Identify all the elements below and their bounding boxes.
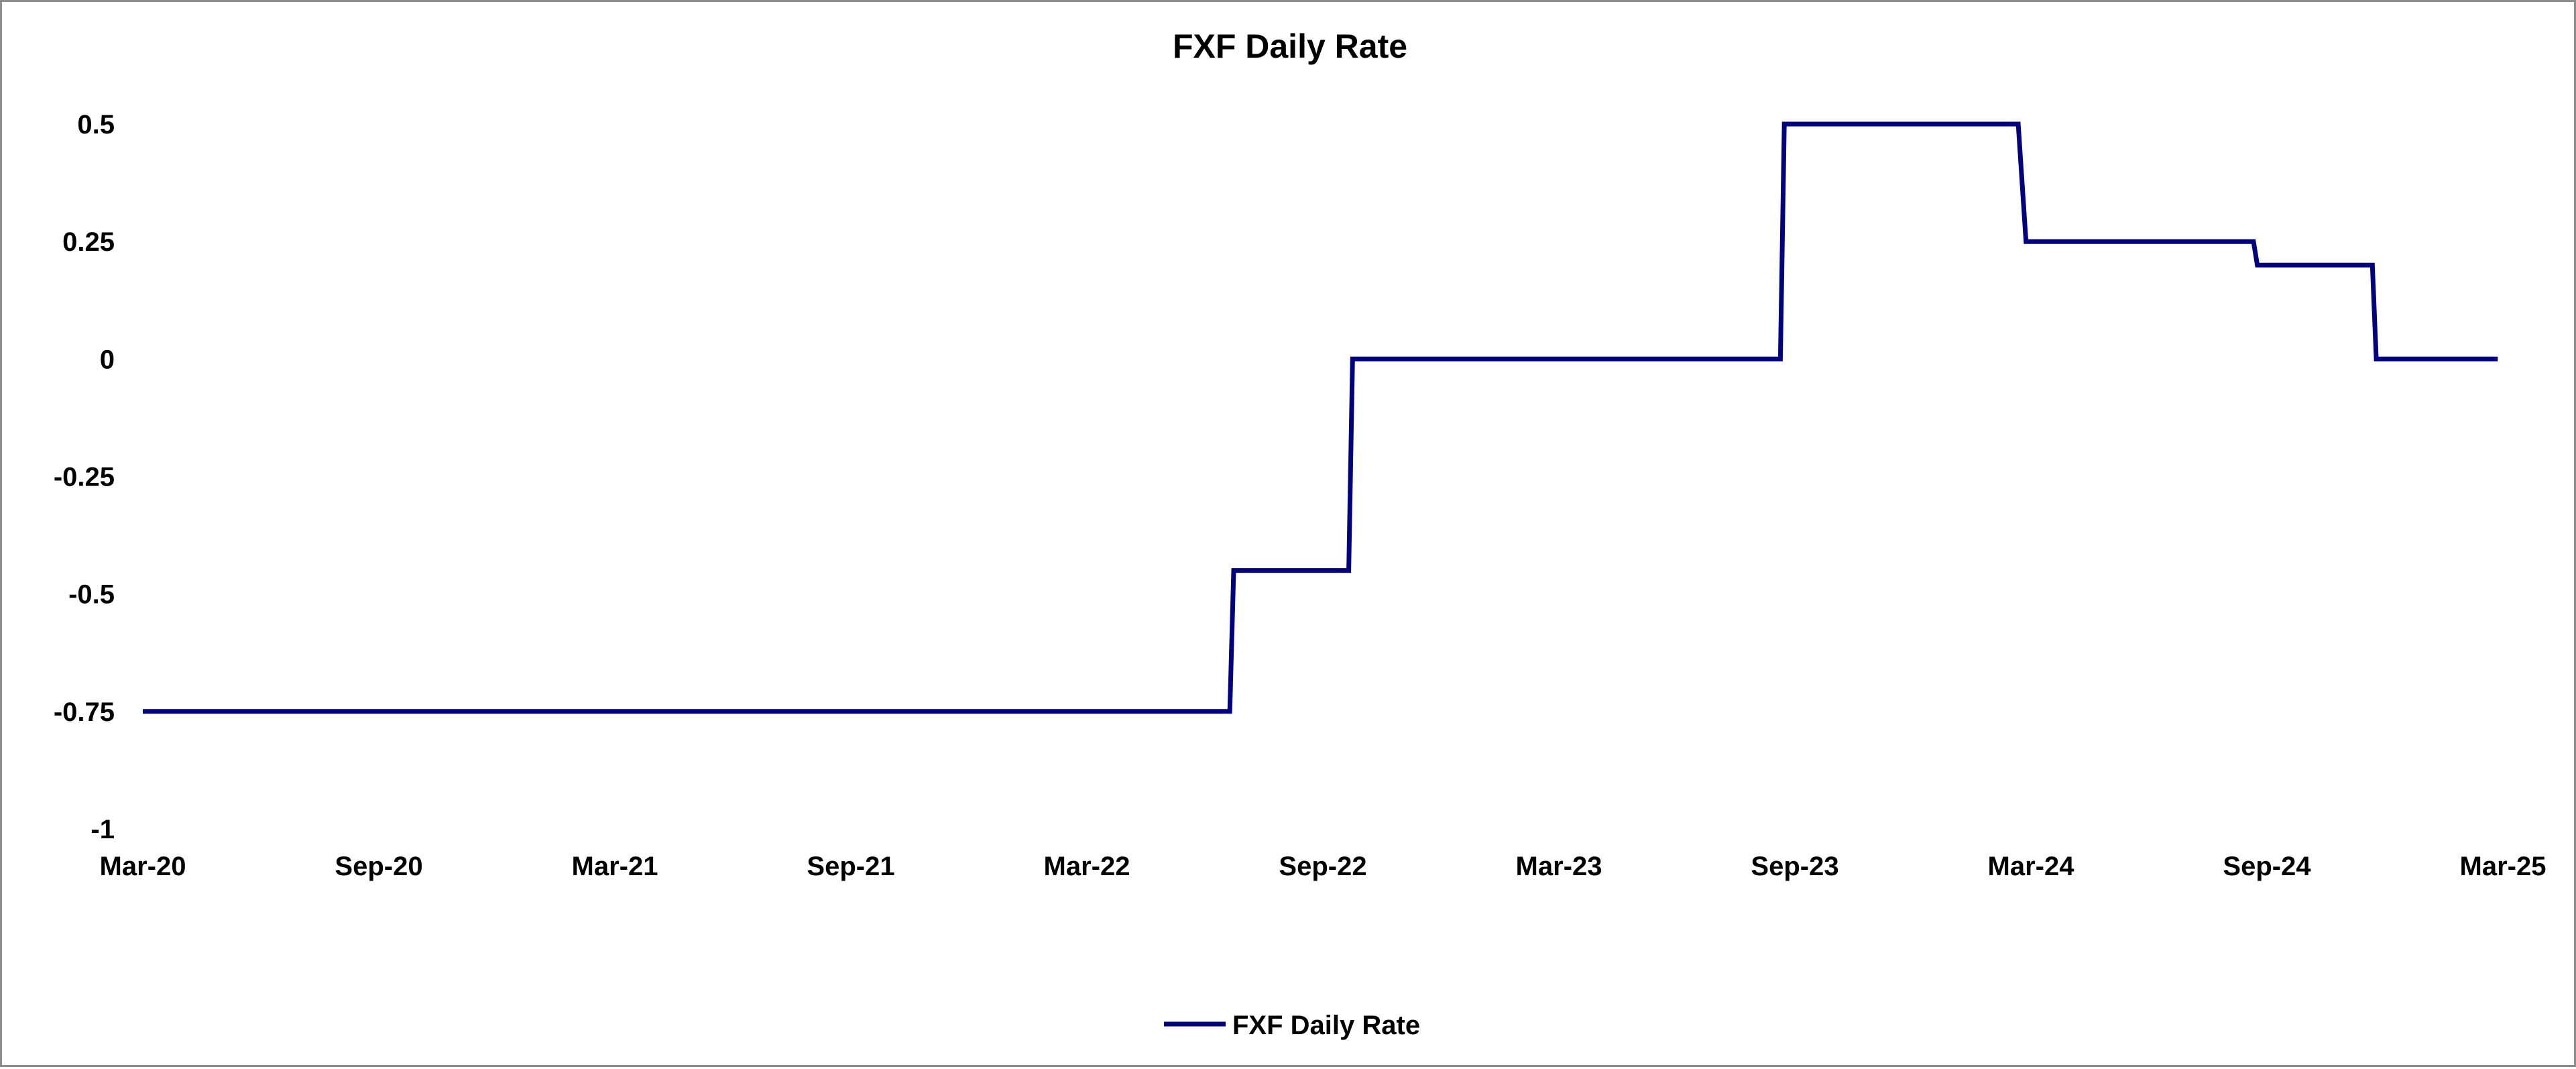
y-tick-label: 0.5: [77, 110, 115, 139]
y-tick-label: -0.5: [68, 580, 115, 610]
y-tick-label: -1: [91, 815, 115, 844]
x-tick-label: Sep-23: [1751, 852, 1838, 881]
legend-label-fxf-daily-rate: FXF Daily Rate: [1232, 1011, 1420, 1040]
series-line-fxf-daily-rate: [143, 121, 2498, 714]
chart-title: FXF Daily Rate: [1173, 27, 1407, 65]
x-axis-tick-labels: Mar-20 Sep-20 Mar-21 Sep-21 Mar-22 Sep-22 Mar-…: [100, 852, 2546, 881]
y-tick-label: 0: [100, 345, 115, 374]
x-tick-label: Sep-20: [335, 852, 422, 881]
x-tick-label: Sep-21: [807, 852, 894, 881]
x-tick-label: Sep-24: [2223, 852, 2311, 881]
x-tick-label: Mar-25: [2460, 852, 2546, 881]
x-tick-label: Mar-24: [1988, 852, 2075, 881]
x-tick-label: Mar-22: [1044, 852, 1130, 881]
y-tick-label: -0.25: [54, 463, 115, 492]
y-tick-label: -0.75: [54, 697, 115, 727]
x-tick-label: Mar-23: [1516, 852, 1602, 881]
x-tick-label: Mar-21: [572, 852, 658, 881]
x-tick-label: Mar-20: [100, 852, 186, 881]
y-axis-tick-labels: -1 -0.75 -0.5 -0.25 0 0.25 0.5: [54, 110, 115, 844]
x-tick-label: Sep-22: [1279, 852, 1366, 881]
legend: FXF Daily Rate: [1164, 1011, 1420, 1040]
y-tick-label: 0.25: [62, 227, 115, 257]
series-lines: [143, 121, 2498, 714]
